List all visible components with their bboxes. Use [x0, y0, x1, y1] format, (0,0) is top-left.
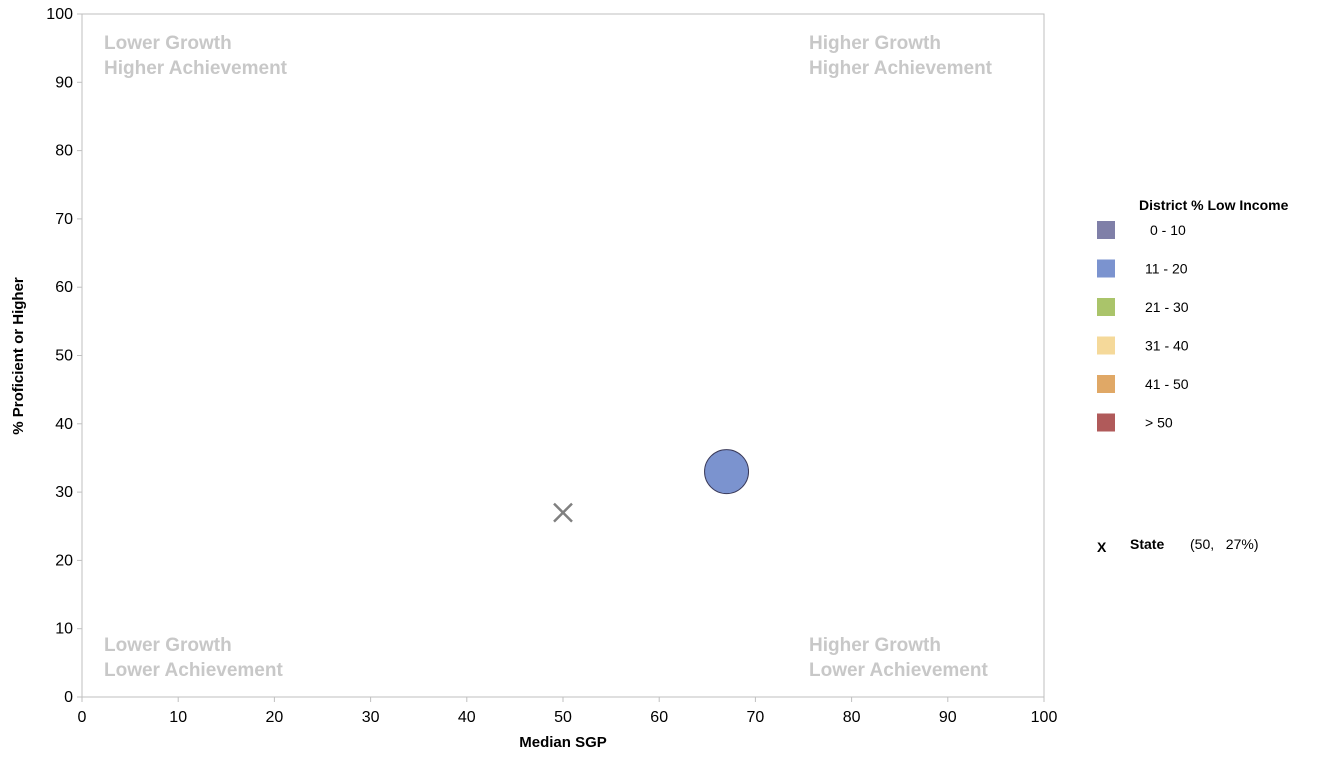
- y-tick-label: 40: [55, 416, 73, 433]
- legend-label: > 50: [1145, 415, 1173, 431]
- legend-swatch: [1097, 259, 1115, 278]
- legend-swatch: [1097, 413, 1115, 432]
- legend-item: 21 - 30: [1097, 298, 1189, 316]
- legend-label: 41 - 50: [1145, 376, 1189, 392]
- legend-title: District % Low Income: [1139, 197, 1289, 213]
- x-axis: 0 10 20 30 40 50 60 70 80 90 100: [78, 697, 1058, 726]
- x-tick-label: 100: [1031, 709, 1058, 726]
- y-tick-label: 10: [55, 621, 73, 638]
- legend: District % Low Income 0 - 10 11 - 20 21 - …: [1097, 197, 1289, 432]
- legend-swatch: [1097, 375, 1115, 393]
- x-tick-label: 90: [939, 709, 957, 726]
- y-tick-label: 100: [46, 6, 73, 23]
- quadrant-label-bottom-right-1: Higher Growth: [809, 635, 941, 656]
- state-label: State: [1130, 536, 1164, 552]
- legend-item: 0 - 10: [1097, 221, 1186, 239]
- data-marks: [553, 449, 750, 523]
- y-axis-title: % Proficient or Higher: [10, 277, 27, 435]
- y-tick-label: 30: [55, 484, 73, 501]
- district-point[interactable]: [704, 449, 750, 495]
- quadrant-label-top-left-1: Lower Growth: [104, 33, 232, 54]
- y-tick-label: 90: [55, 74, 73, 91]
- legend-label: 21 - 30: [1145, 299, 1189, 315]
- x-tick-label: 0: [78, 709, 87, 726]
- state-marker[interactable]: [553, 502, 573, 523]
- y-tick-label: 0: [64, 689, 73, 706]
- quadrant-label-bottom-left-2: Lower Achievement: [104, 660, 283, 681]
- legend-label: 0 - 10: [1150, 222, 1186, 238]
- state-legend: X State (50, 27%): [1097, 536, 1258, 555]
- x-tick-label: 10: [169, 709, 187, 726]
- y-tick-label: 50: [55, 348, 73, 365]
- state-x-icon: X: [1097, 539, 1107, 555]
- legend-swatch: [1097, 298, 1115, 316]
- legend-item: 31 - 40: [1097, 336, 1189, 355]
- legend-swatch: [1097, 221, 1115, 239]
- x-tick-label: 20: [266, 709, 284, 726]
- x-tick-label: 60: [650, 709, 668, 726]
- quadrant-label-top-right-2: Higher Achievement: [809, 58, 993, 79]
- x-tick-label: 50: [554, 709, 572, 726]
- legend-label: 31 - 40: [1145, 338, 1189, 354]
- y-tick-label: 60: [55, 279, 73, 296]
- y-tick-label: 70: [55, 211, 73, 228]
- y-tick-label: 20: [55, 552, 73, 569]
- state-value: (50, 27%): [1190, 536, 1258, 552]
- quadrant-label-bottom-left-1: Lower Growth: [104, 635, 232, 656]
- y-axis: 0 10 20 30 40 50 60 70 80 90 100: [46, 6, 82, 706]
- x-tick-label: 70: [747, 709, 765, 726]
- x-tick-label: 40: [458, 709, 476, 726]
- legend-item: 11 - 20: [1097, 259, 1188, 278]
- legend-items: 0 - 10 11 - 20 21 - 30 31 - 40 41 - 50 > 50: [1097, 221, 1189, 432]
- state-marker-stroke: [553, 502, 573, 523]
- x-tick-label: 80: [843, 709, 861, 726]
- legend-item: > 50: [1097, 413, 1173, 432]
- legend-swatch: [1097, 336, 1115, 355]
- legend-label: 11 - 20: [1145, 261, 1188, 277]
- quadrant-label-top-right-1: Higher Growth: [809, 33, 941, 54]
- plot-area: [81, 13, 1045, 698]
- x-axis-title: Median SGP: [519, 734, 607, 751]
- y-tick-label: 80: [55, 143, 73, 160]
- legend-item: 41 - 50: [1097, 375, 1189, 393]
- quadrant-label-top-left-2: Higher Achievement: [104, 58, 288, 79]
- x-tick-label: 30: [362, 709, 380, 726]
- quadrant-label-bottom-right-2: Lower Achievement: [809, 660, 988, 681]
